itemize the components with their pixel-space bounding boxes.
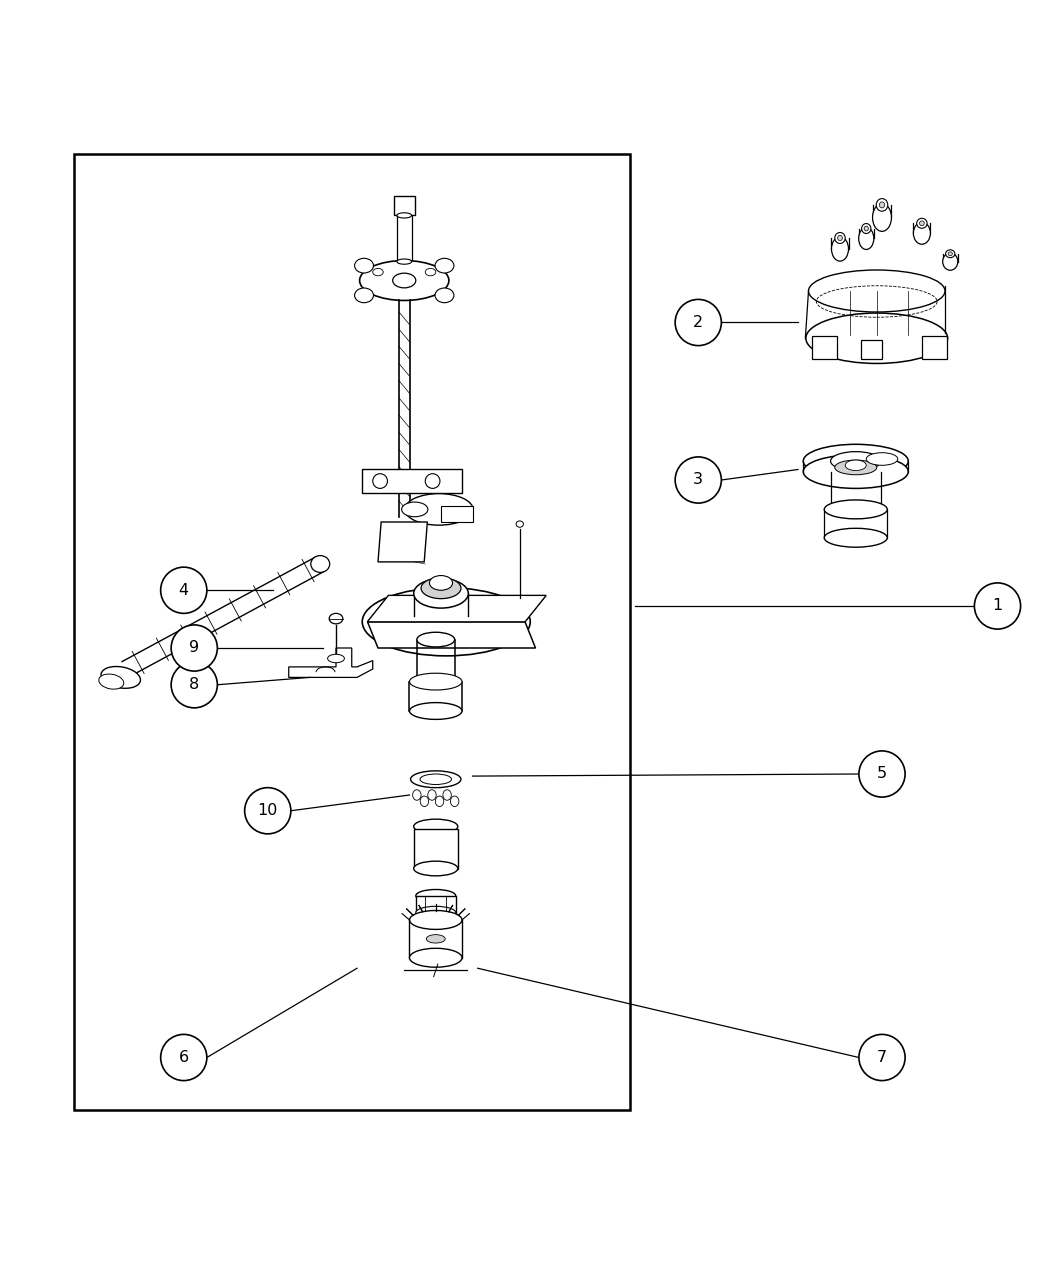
Bar [394, 196, 415, 215]
Ellipse shape [866, 453, 898, 465]
Circle shape [859, 751, 905, 797]
Ellipse shape [417, 674, 455, 688]
Ellipse shape [328, 654, 344, 663]
Ellipse shape [831, 451, 881, 470]
Ellipse shape [873, 204, 891, 231]
Bar [922, 337, 947, 360]
Ellipse shape [435, 288, 454, 302]
Bar [861, 340, 882, 360]
Bar [416, 896, 456, 913]
Ellipse shape [393, 273, 416, 288]
Ellipse shape [414, 819, 458, 834]
Circle shape [675, 456, 721, 504]
Ellipse shape [355, 259, 374, 273]
Ellipse shape [803, 455, 908, 488]
Circle shape [171, 625, 217, 671]
Ellipse shape [808, 270, 945, 312]
Ellipse shape [914, 222, 930, 245]
Ellipse shape [517, 521, 523, 528]
Ellipse shape [420, 774, 451, 784]
Circle shape [675, 300, 721, 346]
Ellipse shape [421, 578, 461, 599]
Ellipse shape [435, 259, 454, 273]
Text: 5: 5 [877, 766, 887, 782]
Ellipse shape [832, 237, 848, 261]
Ellipse shape [806, 314, 947, 363]
Ellipse shape [831, 501, 881, 518]
Ellipse shape [948, 252, 952, 255]
Ellipse shape [362, 588, 530, 655]
Ellipse shape [416, 907, 456, 919]
Circle shape [161, 1034, 207, 1081]
Ellipse shape [426, 935, 445, 943]
Ellipse shape [355, 288, 374, 302]
Ellipse shape [410, 703, 462, 719]
Ellipse shape [397, 213, 412, 218]
Text: 8: 8 [189, 677, 200, 692]
Ellipse shape [835, 232, 845, 244]
Circle shape [171, 662, 217, 708]
Ellipse shape [803, 444, 908, 478]
Ellipse shape [410, 673, 462, 690]
Ellipse shape [838, 236, 842, 241]
Ellipse shape [417, 632, 455, 646]
Ellipse shape [864, 226, 868, 231]
Ellipse shape [425, 269, 436, 275]
Ellipse shape [845, 460, 866, 470]
Circle shape [373, 474, 387, 488]
Ellipse shape [880, 201, 884, 208]
Ellipse shape [99, 674, 124, 690]
Bar [414, 829, 458, 868]
Polygon shape [378, 521, 427, 562]
Ellipse shape [401, 502, 428, 516]
Text: 2: 2 [693, 315, 704, 330]
Ellipse shape [824, 528, 887, 547]
Text: 4: 4 [178, 583, 189, 598]
Ellipse shape [411, 771, 461, 788]
Ellipse shape [359, 260, 449, 301]
Ellipse shape [859, 227, 874, 250]
Ellipse shape [835, 460, 877, 474]
Ellipse shape [876, 199, 888, 212]
Ellipse shape [373, 269, 383, 275]
Polygon shape [368, 595, 546, 622]
Circle shape [161, 567, 207, 613]
Circle shape [425, 474, 440, 488]
Ellipse shape [405, 493, 472, 525]
Polygon shape [368, 622, 536, 648]
Circle shape [974, 583, 1021, 629]
Ellipse shape [410, 910, 462, 929]
Bar [441, 506, 472, 521]
Ellipse shape [429, 575, 453, 590]
Ellipse shape [946, 250, 954, 258]
Ellipse shape [824, 500, 887, 519]
Ellipse shape [862, 223, 870, 233]
Bar [74, 154, 630, 1111]
Ellipse shape [917, 218, 927, 228]
Ellipse shape [311, 556, 330, 572]
Ellipse shape [416, 890, 456, 903]
Text: 6: 6 [178, 1051, 189, 1065]
Text: 7: 7 [877, 1051, 887, 1065]
Ellipse shape [414, 579, 468, 608]
Text: 10: 10 [257, 803, 278, 819]
Ellipse shape [329, 613, 342, 623]
Circle shape [859, 1034, 905, 1081]
Ellipse shape [101, 667, 141, 689]
Polygon shape [289, 648, 373, 677]
Polygon shape [368, 595, 546, 622]
Text: 9: 9 [189, 640, 200, 655]
Bar [362, 469, 462, 492]
Bar [812, 337, 837, 360]
Circle shape [245, 788, 291, 834]
Ellipse shape [920, 221, 924, 226]
Ellipse shape [410, 949, 462, 968]
Ellipse shape [943, 252, 958, 270]
Ellipse shape [397, 259, 412, 264]
Ellipse shape [414, 861, 458, 876]
Text: 1: 1 [992, 598, 1003, 613]
Text: 3: 3 [693, 473, 704, 487]
